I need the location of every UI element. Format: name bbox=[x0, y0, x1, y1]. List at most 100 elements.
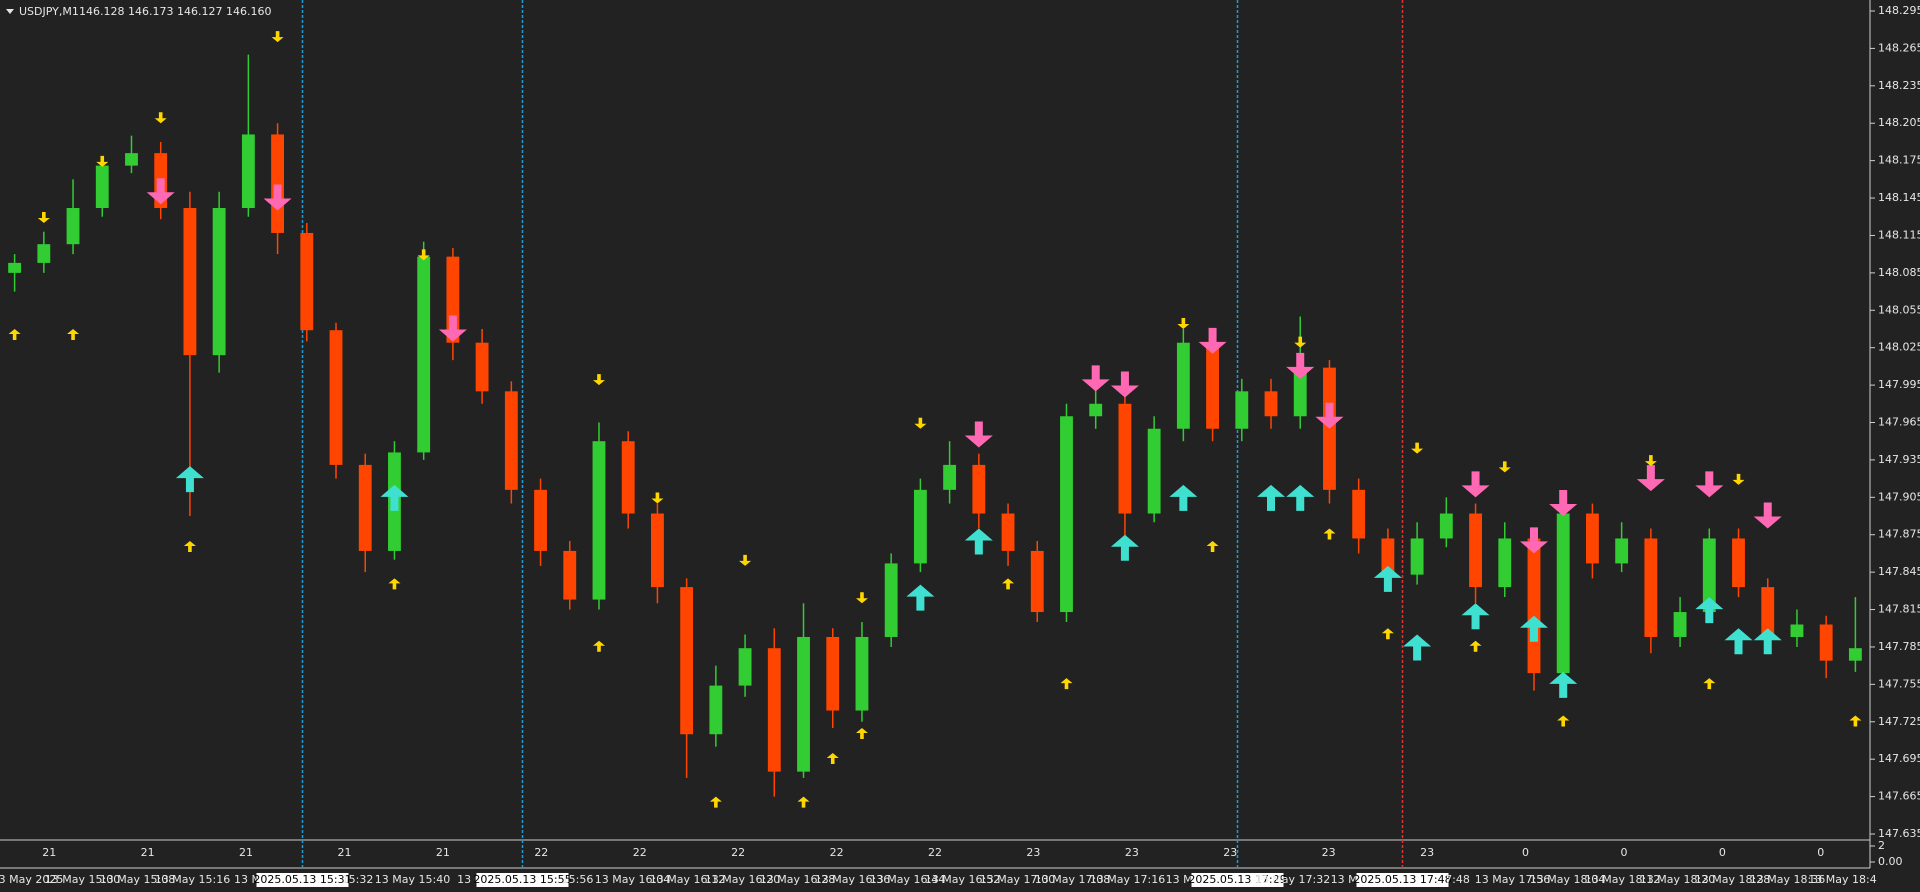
signal-arrow bbox=[175, 466, 204, 493]
candle-body bbox=[1293, 367, 1307, 417]
indicator-value: 23 bbox=[1223, 846, 1237, 859]
candle-body bbox=[534, 489, 547, 551]
time-marker-label-bg bbox=[476, 873, 569, 887]
signal-arrow bbox=[1461, 471, 1490, 498]
signal-arrow bbox=[1381, 628, 1394, 640]
y-tick-label: 147.845 bbox=[1878, 565, 1920, 578]
candle-body bbox=[1615, 538, 1629, 564]
signal-arrow bbox=[1323, 528, 1336, 540]
signal-arrow bbox=[380, 484, 409, 511]
candle-body bbox=[972, 464, 986, 514]
signal-arrow bbox=[1753, 628, 1782, 655]
candle-body bbox=[212, 208, 226, 356]
candle-body bbox=[271, 134, 285, 233]
y-tick-label: 147.995 bbox=[1878, 378, 1920, 391]
signal-arrow bbox=[651, 492, 664, 504]
indicator-value: 22 bbox=[633, 846, 647, 859]
candle-body bbox=[241, 134, 255, 209]
y-tick-label: 147.905 bbox=[1878, 490, 1920, 503]
candle-body bbox=[1352, 489, 1366, 539]
candle-body bbox=[417, 256, 431, 453]
signal-arrow bbox=[1206, 540, 1219, 552]
y-tick-label: 147.725 bbox=[1878, 715, 1920, 728]
signal-arrow bbox=[1498, 461, 1511, 473]
y-tick-label: 148.085 bbox=[1878, 266, 1920, 279]
x-tick-label: 13 May 16:20 bbox=[705, 873, 780, 886]
signal-arrow bbox=[183, 540, 196, 552]
x-tick-label: 13 May 18:28 bbox=[1695, 873, 1770, 886]
signal-arrow bbox=[739, 554, 752, 566]
y-tick-label: 148.265 bbox=[1878, 41, 1920, 54]
signal-arrow bbox=[855, 592, 868, 604]
signal-arrow bbox=[797, 796, 810, 808]
signal-arrow bbox=[1732, 473, 1745, 485]
x-tick-label: 13 May 18:36 bbox=[1750, 873, 1825, 886]
x-tick-label: 13 Ma bbox=[1331, 873, 1365, 886]
y-tick-label: 148.055 bbox=[1878, 303, 1920, 316]
signal-arrow bbox=[1549, 490, 1578, 517]
candle-body bbox=[884, 563, 898, 637]
y-tick-label: 147.875 bbox=[1878, 528, 1920, 541]
x-tick-label: 15:56 bbox=[562, 873, 594, 886]
indicator-value: 22 bbox=[830, 846, 844, 859]
signal-arrow bbox=[1002, 578, 1015, 590]
candle-body bbox=[943, 464, 957, 490]
candle-body bbox=[1060, 416, 1073, 613]
signal-arrow bbox=[1286, 484, 1315, 511]
y-tick-label: 147.635 bbox=[1878, 827, 1920, 840]
signal-arrow bbox=[1060, 678, 1073, 690]
y-tick-label: 148.115 bbox=[1878, 228, 1920, 241]
signal-arrow bbox=[1286, 352, 1315, 379]
indicator-value: 23 bbox=[1322, 846, 1336, 859]
x-tick-label: 13 May 16:52 bbox=[925, 873, 1000, 886]
indicator-value: 22 bbox=[534, 846, 548, 859]
time-marker-label: 2025.05.13 17:29 bbox=[1188, 873, 1286, 886]
signal-arrow bbox=[1703, 678, 1716, 690]
signal-arrow bbox=[1557, 715, 1570, 727]
candle-body bbox=[797, 636, 810, 772]
x-tick-label: 13 May 17:56 bbox=[1475, 873, 1550, 886]
signal-arrow bbox=[1695, 471, 1724, 498]
signal-arrow bbox=[1519, 615, 1548, 642]
candle-body bbox=[1001, 513, 1015, 551]
candle-body bbox=[1848, 648, 1862, 661]
indicator-value: 22 bbox=[928, 846, 942, 859]
signal-arrow bbox=[1519, 527, 1548, 554]
signal-arrow bbox=[906, 584, 935, 611]
candle-body bbox=[1439, 513, 1453, 539]
signal-arrow bbox=[1753, 502, 1782, 529]
candle-body bbox=[37, 244, 51, 263]
time-marker-label: 2025.05.13 15:31 bbox=[253, 873, 351, 886]
x-tick-label: 13 M bbox=[234, 873, 261, 886]
candle-body bbox=[855, 636, 869, 711]
signal-arrow bbox=[855, 728, 868, 740]
candle-body bbox=[1585, 513, 1599, 564]
signal-arrow bbox=[1724, 628, 1753, 655]
y-tick-label: 148.235 bbox=[1878, 79, 1920, 92]
candle-body bbox=[504, 391, 518, 490]
indicator-value: 21 bbox=[337, 846, 351, 859]
candle-body bbox=[1790, 624, 1804, 637]
y-tick-label: 147.785 bbox=[1878, 640, 1920, 653]
x-tick-label: 13 Ma bbox=[1166, 873, 1200, 886]
indicator-value: 22 bbox=[731, 846, 745, 859]
candle-body bbox=[1264, 391, 1278, 417]
x-tick-label: 13 I bbox=[457, 873, 478, 886]
candle-body bbox=[1732, 538, 1745, 588]
signal-arrow bbox=[146, 178, 175, 205]
signal-arrow bbox=[1644, 455, 1657, 467]
indicator-value: 23 bbox=[1125, 846, 1139, 859]
x-tick-label: 13 May 15:16 bbox=[155, 873, 230, 886]
candle-body bbox=[1644, 538, 1658, 637]
signal-arrow bbox=[826, 752, 839, 764]
indicator-value: 21 bbox=[141, 846, 155, 859]
signal-arrow bbox=[96, 155, 109, 167]
x-tick-label: 13 May 18:12 bbox=[1585, 873, 1660, 886]
time-marker-label: 2025.05.13 15:55 bbox=[473, 873, 571, 886]
indicator-value: 0 bbox=[1522, 846, 1529, 859]
signal-arrow bbox=[37, 211, 50, 223]
signal-arrow bbox=[709, 796, 722, 808]
candle-body bbox=[95, 165, 109, 209]
indicator-value: 23 bbox=[1026, 846, 1040, 859]
